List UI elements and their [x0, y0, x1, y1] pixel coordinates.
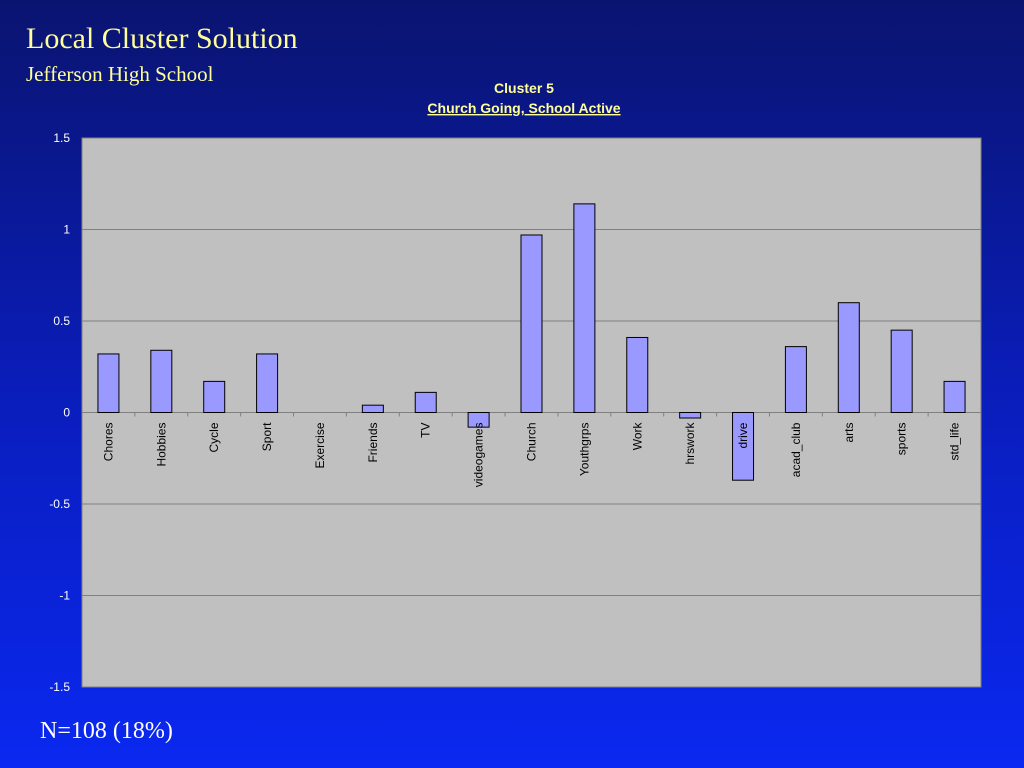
bar-church — [520, 234, 543, 413]
x-tick-label: Hobbies — [154, 423, 168, 467]
x-tick-label: drive — [736, 422, 750, 448]
x-tick-label: acad_club — [789, 422, 803, 477]
y-tick-label: 0.5 — [53, 314, 70, 328]
bar-friends — [361, 404, 384, 413]
chart-title: Cluster 5 — [494, 80, 554, 96]
x-tick-label: Exercise — [313, 422, 327, 468]
bar-videogames — [467, 412, 490, 428]
slide-subtitle: Jefferson High School — [26, 62, 214, 86]
bar-sports — [890, 329, 913, 413]
x-axis-tick-labels: Chores Hobbies Cycle Sport Exercise Friends TV… — [101, 422, 961, 488]
bar-sport — [256, 353, 279, 414]
x-tick-label: std_life — [948, 422, 962, 460]
bar-arts — [837, 302, 860, 414]
x-tick-label: Friends — [366, 423, 380, 463]
y-tick-label: 1.5 — [53, 131, 70, 145]
y-tick-label: 0 — [63, 406, 70, 420]
y-tick-label: -1 — [59, 589, 70, 603]
bar-work — [626, 336, 649, 413]
bar-hrswork — [679, 412, 702, 419]
y-tick-label: -1.5 — [49, 680, 70, 694]
x-tick-label: Sport — [260, 422, 274, 451]
slide-title: Local Cluster Solution — [26, 22, 298, 55]
x-tick-label: Youthgrps — [577, 423, 591, 477]
y-tick-label: 1 — [63, 223, 70, 237]
x-tick-label: Chores — [101, 423, 115, 462]
x-tick-label: Cycle — [207, 422, 221, 452]
y-tick-label: -0.5 — [49, 497, 70, 511]
bar-youthgrps — [573, 203, 596, 413]
chart-subtitle: Church Going, School Active — [427, 100, 620, 116]
x-tick-label: videogames — [472, 423, 486, 488]
bar-chores — [97, 353, 120, 414]
y-axis-tick-labels: 1.5 1 0.5 0 -0.5 -1 -1.5 — [49, 131, 70, 694]
bar-hobbies — [150, 349, 173, 413]
x-tick-label: Work — [630, 422, 644, 451]
bars — [97, 203, 966, 481]
x-tick-label: Church — [525, 423, 539, 462]
bar-std-life — [943, 380, 966, 414]
bar-tv — [414, 391, 437, 413]
x-tick-label: hrswork — [683, 422, 697, 465]
bar-cycle — [203, 380, 226, 414]
bar-acad-club — [784, 346, 807, 413]
bar-drive — [732, 412, 755, 481]
x-tick-label: sports — [895, 423, 909, 456]
x-tick-label: TV — [419, 423, 433, 438]
sample-size-note: N=108 (18%) — [40, 718, 173, 744]
x-tick-label: arts — [842, 423, 856, 443]
